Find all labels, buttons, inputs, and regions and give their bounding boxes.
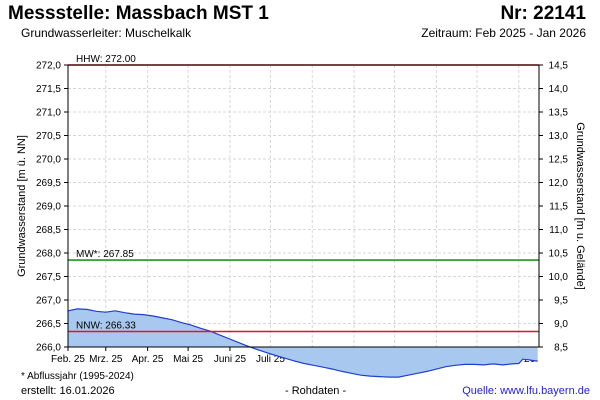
y-tick-label: 269,0 bbox=[36, 202, 61, 213]
y2-tick-label: 8,5 bbox=[554, 343, 568, 354]
y2-tick-label: 12,0 bbox=[549, 178, 569, 189]
y2-tick-label: 11,5 bbox=[549, 202, 568, 213]
rawdata-note: - Rohdaten - bbox=[285, 385, 347, 397]
y2-tick-label: 11,0 bbox=[549, 225, 568, 236]
period-label: Zeitraum: Feb 2025 - Jan 2026 bbox=[421, 26, 586, 40]
y2-tick-label: 13,5 bbox=[549, 108, 569, 119]
x-tick-label: Mrz. 25 bbox=[89, 354, 123, 365]
y2-axis-title: Grundwasserstand [m u. Gelände] bbox=[574, 122, 586, 290]
y-tick-label: 268,0 bbox=[36, 249, 61, 260]
y-axis-title: Grundwasserstand [m ü. NN] bbox=[16, 135, 28, 277]
y2-tick-label: 10,5 bbox=[549, 249, 569, 260]
page-title: Messstelle: Massbach MST 1 bbox=[8, 3, 269, 24]
reference-label-2: NNW: 266.33 bbox=[76, 320, 136, 331]
y2-tick-label: 12,5 bbox=[549, 155, 569, 166]
y2-tick-label: 9,5 bbox=[554, 296, 568, 307]
y-tick-label: 267,0 bbox=[36, 296, 61, 307]
reference-label-0: HHW: 272.00 bbox=[76, 54, 136, 65]
aquifer-subtitle: Grundwasserleiter: Muschelkalk bbox=[21, 26, 192, 40]
y2-tick-label: 14,0 bbox=[549, 84, 569, 95]
x-tick-label: Mai 25 bbox=[173, 354, 203, 365]
reference-label-1: MW*: 267.85 bbox=[76, 249, 134, 260]
source-link[interactable]: Quelle: www.lfu.bayern.de bbox=[462, 385, 590, 397]
y-tick-label: 270,5 bbox=[36, 131, 61, 142]
x-tick-label: Apr. 25 bbox=[132, 354, 164, 365]
y-tick-label: 269,5 bbox=[36, 178, 61, 189]
x-tick-label: Feb. 25 bbox=[51, 354, 85, 365]
x-tick-label: Juni 25 bbox=[214, 354, 247, 365]
y2-tick-label: 13,0 bbox=[549, 131, 569, 142]
y-tick-label: 266,0 bbox=[36, 343, 61, 354]
y2-tick-label: 9,0 bbox=[554, 319, 568, 330]
footnote: * Abflussjahr (1995-2024) bbox=[21, 371, 134, 382]
created-date: erstellt: 16.01.2026 bbox=[21, 385, 115, 397]
water-level-area bbox=[68, 308, 538, 378]
y-tick-label: 268,5 bbox=[36, 225, 61, 236]
y-tick-label: 270,0 bbox=[36, 155, 61, 166]
y2-tick-label: 14,5 bbox=[549, 61, 569, 72]
y-tick-label: 272,0 bbox=[36, 61, 61, 72]
plot-frame bbox=[67, 64, 540, 348]
y-tick-label: 271,0 bbox=[36, 108, 61, 119]
y-tick-label: 267,5 bbox=[36, 272, 61, 283]
station-number: Nr: 22141 bbox=[500, 3, 586, 24]
y-tick-label: 271,5 bbox=[36, 84, 61, 95]
y2-tick-label: 10,0 bbox=[549, 272, 569, 283]
x-tick-label: Juli 25 bbox=[256, 354, 285, 365]
water-level-line bbox=[67, 308, 538, 378]
y-tick-label: 266,5 bbox=[36, 319, 61, 330]
